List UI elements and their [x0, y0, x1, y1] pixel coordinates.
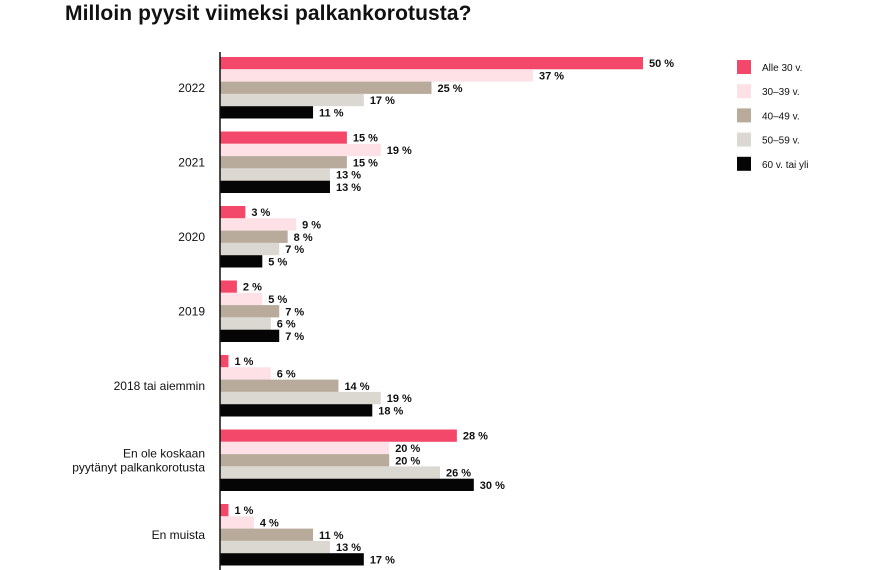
bar: [220, 367, 271, 380]
bar: [220, 69, 534, 82]
data-label: 15 %: [353, 133, 378, 145]
bar: [220, 280, 237, 293]
data-label: 17 %: [370, 95, 395, 107]
bar: [220, 466, 440, 479]
bar: [220, 391, 381, 405]
data-label: 13 %: [336, 170, 361, 182]
data-label: 5 %: [268, 256, 287, 268]
bar: [220, 379, 339, 392]
category-label: En ole koskaan: [123, 446, 205, 460]
bar: [220, 93, 364, 107]
data-label: 1 %: [234, 505, 253, 517]
bar: [220, 180, 330, 193]
data-label: 1 %: [234, 356, 253, 368]
bar: [220, 143, 381, 157]
bar: [220, 156, 347, 169]
bar: [220, 81, 432, 94]
bar: [220, 230, 288, 243]
bar: [220, 218, 297, 231]
data-label: 8 %: [294, 232, 313, 244]
data-label: 30 %: [480, 480, 505, 492]
legend-swatch: [737, 60, 751, 74]
data-label: 7 %: [285, 244, 304, 256]
data-label: 3 %: [251, 207, 270, 219]
data-label: 20 %: [395, 455, 420, 467]
data-label: 7 %: [285, 331, 304, 343]
data-label: 17 %: [370, 554, 395, 566]
bar: [220, 504, 229, 517]
bar: [220, 528, 314, 541]
bar: [220, 255, 263, 268]
data-label: 26 %: [446, 468, 471, 480]
category-label: En muista: [152, 528, 206, 542]
data-label: 13 %: [336, 542, 361, 554]
legend-label: 30–39 v.: [762, 87, 800, 98]
data-label: 11 %: [319, 107, 344, 119]
bar: [220, 242, 280, 256]
bar: [220, 292, 263, 306]
bar: [220, 540, 330, 554]
category-label: 2022: [178, 81, 205, 95]
legend-label: 60 v. tai yli: [762, 160, 809, 171]
data-label: 5 %: [268, 294, 287, 306]
category-label: 2019: [178, 304, 205, 318]
bar: [220, 553, 364, 566]
category-label: 2018 tai aiemmin: [114, 379, 205, 393]
legend-label: Alle 30 v.: [762, 63, 802, 74]
data-label: 11 %: [319, 530, 344, 542]
legend-swatch: [737, 132, 751, 147]
bar: [220, 355, 229, 368]
legend-label: 50–59 v.: [762, 136, 800, 147]
bar: [220, 441, 390, 455]
data-label: 19 %: [387, 145, 412, 157]
data-label: 6 %: [277, 319, 296, 331]
category-label: 2021: [178, 155, 205, 169]
bar: [220, 516, 254, 529]
data-label: 4 %: [260, 517, 279, 529]
data-label: 2 %: [243, 282, 262, 294]
chart-title: Milloin pyysit viimeksi palkankorotusta?: [65, 2, 472, 25]
data-label: 50 %: [649, 58, 674, 70]
data-label: 7 %: [285, 306, 304, 318]
bar: [220, 478, 474, 491]
bar: [220, 131, 347, 144]
bar: [220, 317, 271, 330]
legend-swatch: [737, 156, 751, 171]
category-label: 2020: [178, 230, 205, 244]
bar: [220, 206, 246, 219]
data-label: 18 %: [378, 405, 403, 417]
data-label: 15 %: [353, 157, 378, 169]
bar: [220, 57, 643, 70]
bar: [220, 106, 314, 119]
data-label: 6 %: [277, 368, 296, 380]
data-label: 14 %: [344, 381, 369, 393]
legend-swatch: [737, 84, 751, 99]
category-label: pyytänyt palkankorotusta: [72, 460, 205, 474]
bar: [220, 454, 390, 467]
data-label: 20 %: [395, 443, 420, 455]
bar: [220, 168, 330, 181]
legend-swatch: [737, 108, 751, 123]
data-label: 37 %: [539, 70, 564, 82]
bar: [220, 329, 280, 342]
data-label: 19 %: [387, 393, 412, 405]
data-label: 25 %: [438, 83, 463, 95]
legend-label: 40–49 v.: [762, 111, 800, 122]
bar: [220, 404, 373, 417]
bar: [220, 429, 457, 442]
bar: [220, 305, 280, 318]
data-label: 13 %: [336, 182, 361, 194]
data-label: 9 %: [302, 219, 321, 231]
data-label: 28 %: [463, 431, 488, 443]
